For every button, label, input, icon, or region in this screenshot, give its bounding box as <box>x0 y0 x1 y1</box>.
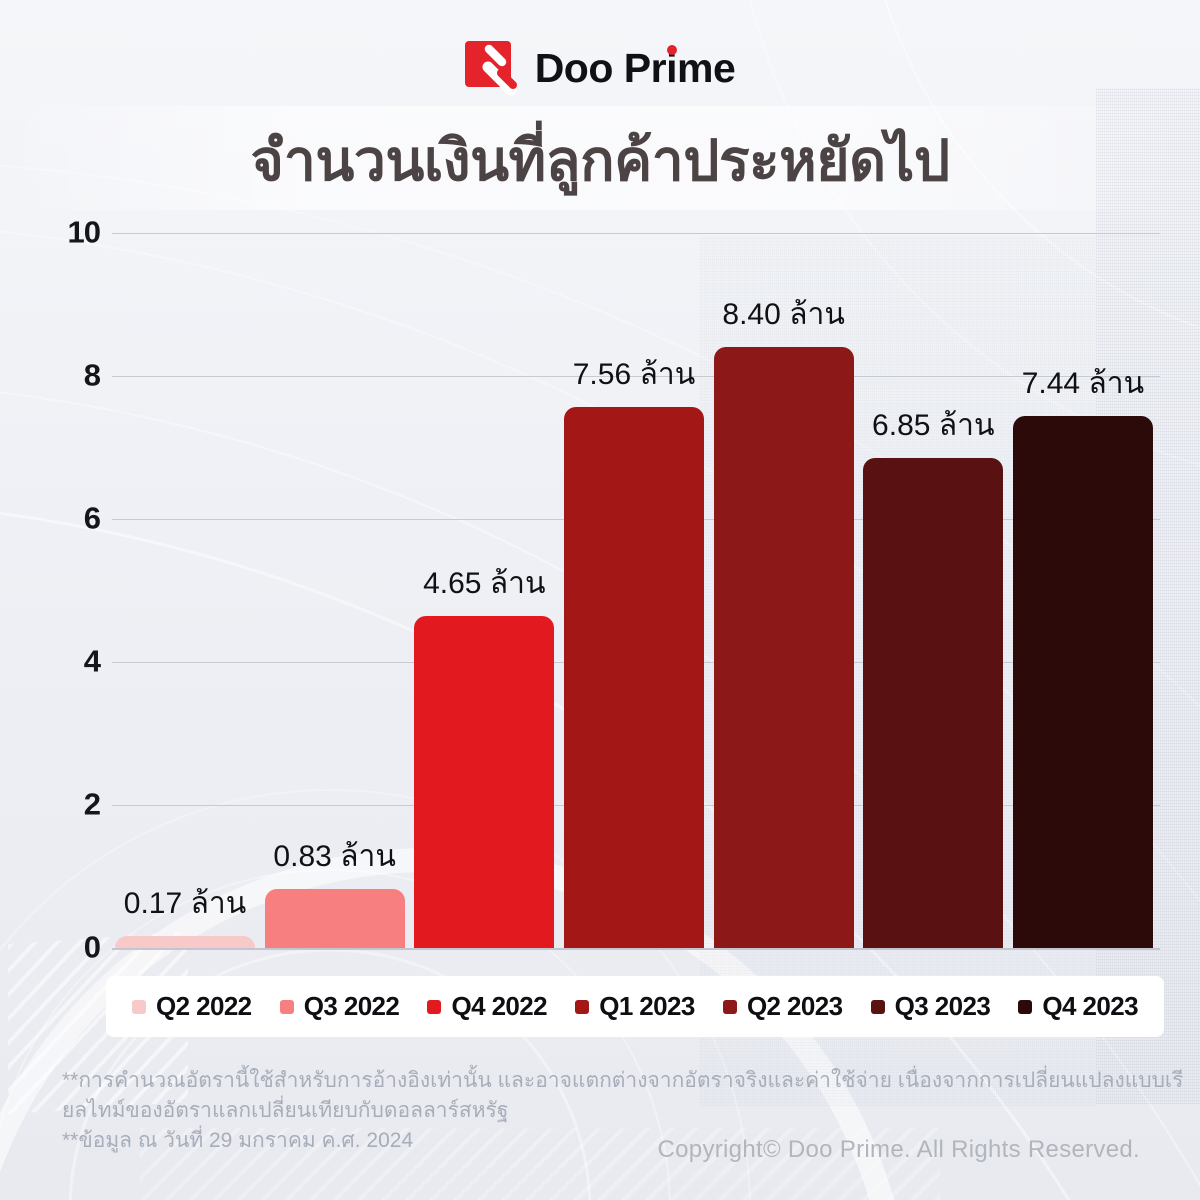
bar-value-label: 7.56 ล้าน <box>572 358 696 391</box>
legend-swatch <box>870 999 885 1014</box>
hatch-texture-bottom <box>140 1128 940 1200</box>
legend-label: Q3 2022 <box>303 991 400 1021</box>
bar-q3-2022: 0.83 ล้าน <box>264 840 405 948</box>
bar-value-label: 0.17 ล้าน <box>123 887 247 920</box>
legend-swatch <box>427 999 442 1014</box>
doo-prime-logo-icon <box>464 40 521 96</box>
footnote-line-1: **การคำนวณอัตรานี้ใช้สำหรับการอ้างอิงเท่… <box>62 1069 1184 1122</box>
legend-item-q3-2023: Q3 2023 <box>870 991 991 1022</box>
legend-label: Q2 2022 <box>156 991 252 1021</box>
bar-value-label: 0.83 ล้าน <box>273 840 396 873</box>
legend-item-q3-2022: Q3 2022 <box>279 991 400 1022</box>
bar-q4-2023: 7.44 ล้าน <box>1012 367 1153 948</box>
doo-prime-logo: Doo Prime <box>0 40 1200 96</box>
logo-i-dot: i <box>666 44 678 91</box>
bar-q3-2023: 6.85 ล้าน <box>863 409 1004 948</box>
y-tick-0: 0 <box>83 929 101 965</box>
chart-legend: Q2 2022 Q3 2022 Q4 2022 Q1 2023 Q2 2023 Q3 20… <box>106 976 1164 1037</box>
bar-q2-2022: 0.17 ล้าน <box>115 887 255 948</box>
y-tick-4: 4 <box>83 643 101 679</box>
bar-value-label: 4.65 ล้าน <box>423 567 546 600</box>
y-tick-2: 2 <box>83 786 101 822</box>
bar-value-label: 8.40 ล้าน <box>722 298 845 331</box>
legend-item-q2-2023: Q2 2023 <box>722 991 843 1022</box>
legend-item-q1-2023: Q1 2023 <box>575 991 695 1022</box>
bar-q4-2022: 4.65 ล้าน <box>414 567 555 948</box>
legend-label: Q3 2023 <box>894 991 991 1021</box>
legend-label: Q4 2022 <box>451 991 548 1021</box>
y-tick-6: 6 <box>83 500 101 536</box>
bar-q2-2023: 8.40 ล้าน <box>713 298 854 948</box>
legend-swatch <box>132 999 146 1014</box>
legend-label: Q4 2023 <box>1042 991 1138 1021</box>
gridline-10 <box>112 233 1160 234</box>
legend-swatch <box>575 999 590 1014</box>
legend-label: Q1 2023 <box>599 991 695 1021</box>
copyright-text: Copyright© Doo Prime. All Rights Reserve… <box>657 1136 1140 1163</box>
y-tick-8: 8 <box>83 357 101 393</box>
legend-label: Q2 2023 <box>746 991 843 1021</box>
legend-swatch <box>722 999 737 1014</box>
legend-item-q2-2022: Q2 2022 <box>132 991 252 1022</box>
legend-item-q4-2023: Q4 2023 <box>1018 991 1139 1022</box>
page-title: จำนวนเงินที่ลูกค้าประหยัดไป <box>250 129 950 193</box>
gridline-8 <box>112 376 1160 377</box>
legend-swatch <box>1018 999 1033 1014</box>
gridline-0 <box>112 948 1160 950</box>
bars: 0.17 ล้าน 0.83 ล้าน 4.65 ล้าน 7.56 ล้าน 8.40… <box>115 208 1153 948</box>
bar-q1-2023: 7.56 ล้าน <box>563 358 704 948</box>
bar-value-label: 6.85 ล้าน <box>872 409 995 442</box>
y-tick-10: 10 <box>67 214 101 250</box>
bar-value-label: 7.44 ล้าน <box>1021 367 1145 400</box>
legend-swatch <box>279 999 294 1014</box>
logo-text: Doo Prime <box>534 44 736 91</box>
legend-item-q4-2022: Q4 2022 <box>427 991 548 1022</box>
title-band <box>0 106 1200 210</box>
